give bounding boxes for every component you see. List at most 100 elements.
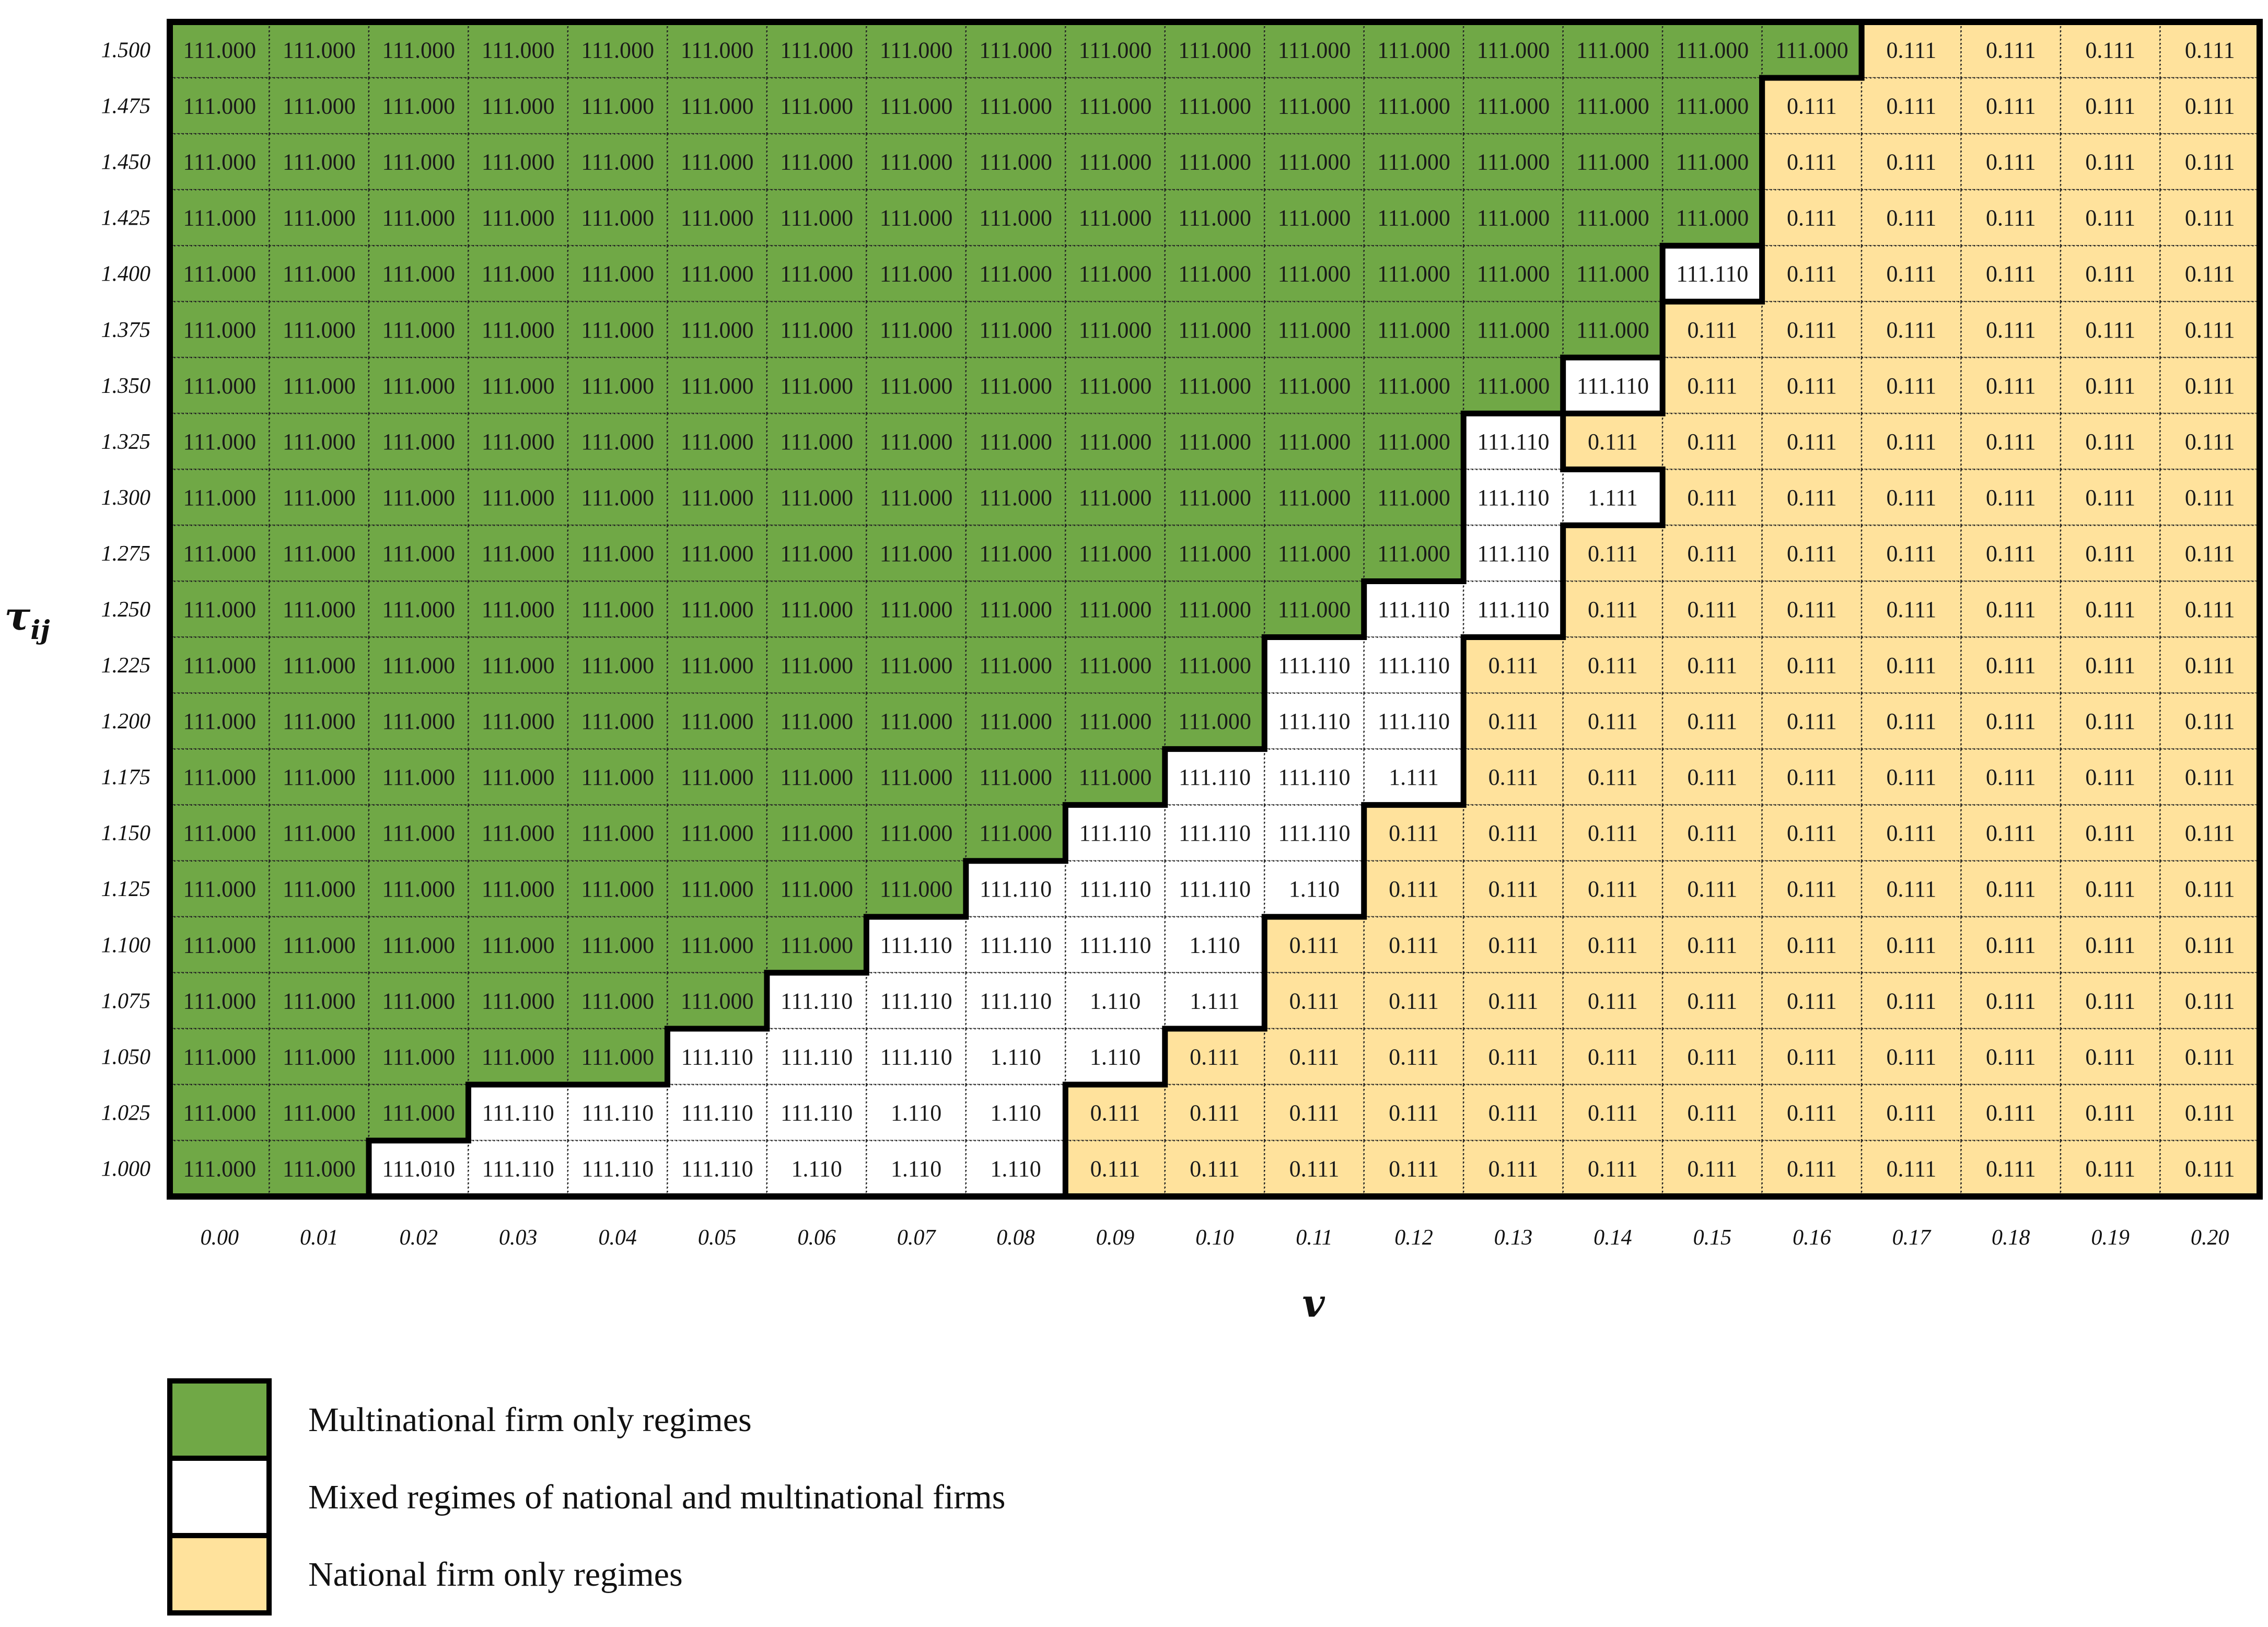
heatmap-cell	[2060, 1028, 2161, 1086]
cell-value: 111.000	[283, 988, 356, 1014]
cell-value: 111.000	[1079, 149, 1152, 175]
cell-value: 0.111	[1588, 597, 1638, 622]
cell-value: 0.111	[2085, 1156, 2135, 1181]
cell-value: 0.111	[2185, 988, 2235, 1014]
cell-value: 0.111	[1190, 1100, 1240, 1125]
cell-value: 111.000	[1278, 261, 1351, 287]
cell-value: 111.000	[482, 485, 555, 510]
cell-value: 0.111	[1787, 485, 1837, 510]
cell-value: 0.111	[1986, 373, 2036, 399]
cell-value: 1.111	[1389, 764, 1439, 790]
cell-value: 111.000	[979, 429, 1052, 455]
cell-value: 111.110	[1477, 485, 1549, 510]
cell-value: 0.111	[2185, 149, 2235, 175]
cell-value: 0.111	[1886, 1044, 1936, 1070]
cell-value: 0.111	[1289, 1156, 1340, 1181]
heatmap-cell	[468, 1084, 569, 1142]
cell-value: 0.111	[1787, 1100, 1837, 1125]
cell-value: 111.000	[780, 764, 853, 790]
heatmap-cell	[567, 469, 668, 526]
cell-value: 0.111	[1986, 764, 2036, 790]
cell-value: 111.000	[681, 94, 754, 119]
cell-value: 111.110	[781, 988, 853, 1014]
cell-value: 111.000	[382, 1100, 455, 1125]
cell-value: 111.000	[382, 541, 455, 566]
heatmap-cell	[1860, 525, 1962, 582]
cell-value: 111.000	[681, 317, 754, 343]
cell-value: 111.000	[581, 876, 654, 902]
cell-value: 0.111	[1688, 1044, 1738, 1070]
heatmap-cell	[468, 636, 569, 694]
cell-value: 0.111	[1688, 541, 1738, 566]
cell-value: 0.111	[1986, 541, 2036, 566]
cell-value: 111.000	[183, 38, 256, 63]
heatmap-cell	[1462, 804, 1564, 862]
cell-value: 0.111	[1488, 988, 1539, 1014]
cell-value: 0.111	[1986, 1156, 2036, 1181]
cell-value: 0.111	[1688, 1156, 1738, 1181]
cell-value: 111.000	[1576, 38, 1649, 63]
cell-value: 1.111	[1588, 485, 1638, 510]
legend-swatch	[167, 1378, 272, 1461]
heatmap-cell	[1164, 804, 1265, 862]
x-tick-label: 0.14	[1594, 1226, 1632, 1250]
cell-value: 111.000	[183, 541, 256, 566]
cell-value: 111.000	[1278, 94, 1351, 119]
cell-value: 111.110	[681, 1044, 753, 1070]
cell-value: 111.000	[382, 261, 455, 287]
cell-value: 111.000	[482, 205, 555, 231]
cell-value: 111.000	[1178, 541, 1251, 566]
cell-value: 0.111	[1986, 820, 2036, 846]
cell-value: 0.111	[2185, 205, 2235, 231]
multinational-boundary-line	[366, 22, 1865, 1196]
cell-value: 111.000	[979, 94, 1052, 119]
cell-value: 0.111	[1190, 1156, 1240, 1181]
y-tick-label: 1.400	[101, 262, 151, 286]
cell-value: 111.000	[1477, 205, 1550, 231]
heatmap-cell	[965, 972, 1066, 1030]
cell-value: 0.111	[1389, 876, 1439, 902]
cell-value: 111.000	[780, 932, 853, 958]
cell-value: 0.111	[1588, 820, 1638, 846]
heatmap-cell	[1164, 413, 1265, 470]
y-tick-label: 1.250	[101, 598, 151, 622]
heatmap-cell	[269, 77, 370, 135]
heatmap-cell	[468, 413, 569, 470]
cell-value: 111.000	[183, 317, 256, 343]
cell-value: 111.000	[979, 597, 1052, 622]
cell-value: 111.000	[780, 261, 853, 287]
heatmap-cell	[468, 357, 569, 414]
heatmap-cell	[1065, 860, 1166, 918]
regime-boundary	[167, 19, 2263, 1200]
cell-value: 0.111	[2185, 541, 2235, 566]
cell-value: 0.111	[1588, 708, 1638, 734]
cell-value: 111.000	[1079, 261, 1152, 287]
cell-value: 111.000	[1278, 205, 1351, 231]
cell-value: 0.111	[2185, 1100, 2235, 1125]
cell-value: 0.111	[1588, 429, 1638, 455]
cell-value: 0.111	[2185, 317, 2235, 343]
cell-value: 0.111	[2085, 876, 2135, 902]
cell-value: 0.111	[1787, 94, 1837, 119]
heatmap-cell	[1363, 525, 1464, 582]
cell-value: 111.000	[183, 764, 256, 790]
y-tick-label: 1.025	[101, 1101, 151, 1125]
cell-value: 111.000	[1079, 38, 1152, 63]
cell-value: 111.000	[1377, 373, 1450, 399]
heatmap-cell	[965, 77, 1066, 135]
cell-value: 111.110	[781, 1044, 853, 1070]
cell-value: 111.000	[482, 373, 555, 399]
cell-value: 111.000	[780, 708, 853, 734]
cell-value: 1.110	[891, 1156, 941, 1181]
heatmap-cell	[1462, 525, 1564, 582]
heatmap-cell	[1065, 972, 1166, 1030]
cell-value: 111.000	[880, 597, 953, 622]
cell-value: 111.110	[581, 1100, 654, 1125]
cell-value: 0.111	[1886, 653, 1936, 678]
heatmap-cell	[2060, 300, 2161, 358]
cell-value: 111.000	[1178, 485, 1251, 510]
cell-value: 111.000	[183, 1100, 256, 1125]
cell-value: 111.110	[1278, 820, 1350, 846]
cell-value: 111.000	[880, 876, 953, 902]
heatmap-cell	[2159, 1028, 2261, 1086]
